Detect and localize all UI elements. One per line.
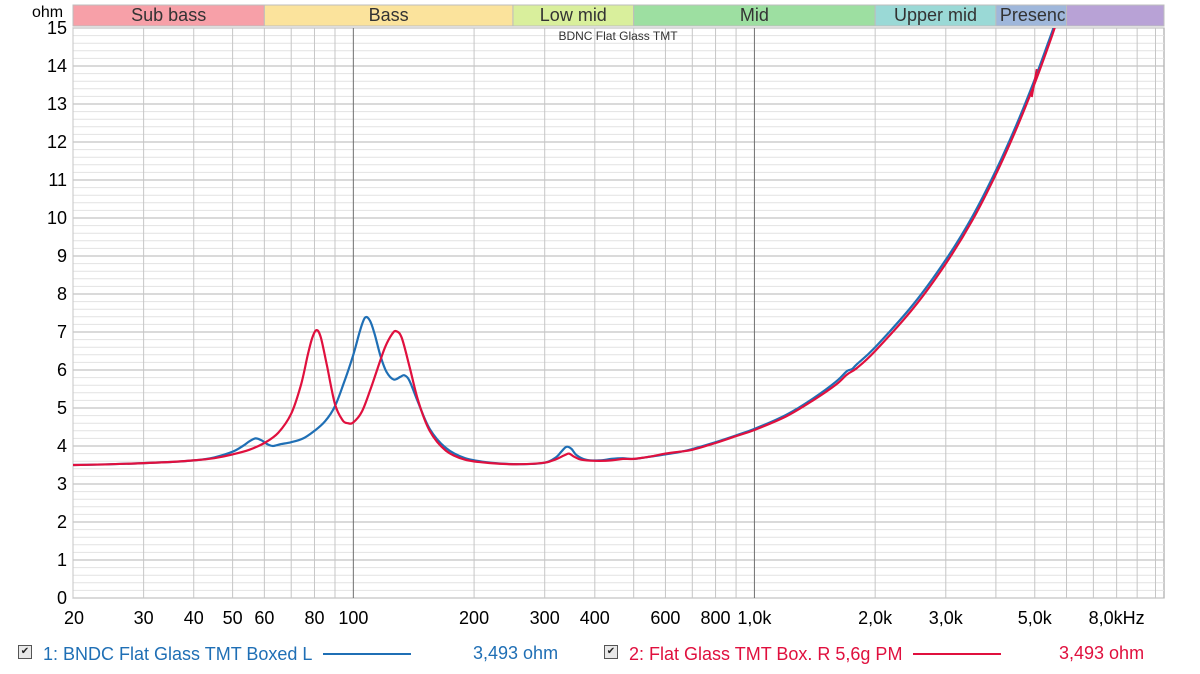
frequency-bands: Sub bass Bass Low mid Mid Upper mid Presence: [72, 4, 1165, 27]
x-tick-label: 100: [338, 608, 368, 628]
grid-lines: [72, 27, 1165, 599]
legend-series-name: 2: Flat Glass TMT Box. R 5,6g PM: [629, 643, 903, 664]
legend-line-swatch: [913, 653, 1002, 656]
y-tick-label: 9: [57, 246, 67, 266]
band-rect: [1066, 4, 1165, 27]
y-tick-label: 8: [57, 284, 67, 304]
x-tick-label: 400: [580, 608, 610, 628]
legend-series-name: 1: BNDC Flat Glass TMT Boxed L: [43, 643, 313, 664]
series-lines: [73, 28, 1056, 467]
x-tick-label: 600: [650, 608, 680, 628]
y-tick-label: 15: [47, 18, 67, 38]
legend-readout: 3,493 ohm: [473, 643, 559, 663]
x-tick-label: 200: [459, 608, 489, 628]
x-tick-label: 2,0k: [858, 608, 893, 628]
plot-area: [72, 27, 1165, 599]
band-label: Low mid: [540, 5, 607, 25]
y-tick-label: 12: [47, 132, 67, 152]
x-tick-label: 3,0k: [929, 608, 964, 628]
x-tick-label: 30: [134, 608, 154, 628]
legend-line-swatch: [323, 653, 412, 656]
chart-title: BDNC Flat Glass TMT: [558, 29, 678, 43]
y-tick-label: 13: [47, 94, 67, 114]
y-tick-label: 2: [57, 512, 67, 532]
y-tick-label: 5: [57, 398, 67, 418]
y-tick-label: 6: [57, 360, 67, 380]
y-tick-label: 1: [57, 550, 67, 570]
legend-readout: 3,493 ohm: [1059, 643, 1145, 663]
x-tick-label: 60: [254, 608, 274, 628]
checkbox-icon[interactable]: ✔: [18, 645, 32, 660]
series-line-2: [73, 28, 1056, 467]
x-tick-label: 20: [64, 608, 84, 628]
band-label: Presence: [1000, 5, 1076, 25]
x-tick-label: 80: [304, 608, 324, 628]
legend-item-2[interactable]: ✔ 2: Flat Glass TMT Box. R 5,6g PM 3,493…: [604, 643, 1164, 667]
x-tick-label: 5,0k: [1018, 608, 1053, 628]
x-tick-label: 300: [530, 608, 560, 628]
x-tick-label: 8,0kHz: [1089, 608, 1145, 628]
band-label: Upper mid: [894, 5, 977, 25]
y-tick-label: 14: [47, 56, 67, 76]
band-label: Sub bass: [131, 5, 206, 25]
checkbox-icon[interactable]: ✔: [604, 645, 618, 660]
y-tick-label: 10: [47, 208, 67, 228]
x-tick-label: 50: [223, 608, 243, 628]
x-tick-label: 800: [701, 608, 731, 628]
y-tick-label: 11: [48, 170, 67, 190]
y-tick-label: 7: [57, 322, 67, 342]
y-tick-label: 3: [57, 474, 67, 494]
x-tick-label: 40: [184, 608, 204, 628]
band-label: Bass: [369, 5, 409, 25]
legend-item-1[interactable]: ✔ 1: BNDC Flat Glass TMT Boxed L 3,493 o…: [18, 643, 578, 667]
band-label: Mid: [740, 5, 769, 25]
y-tick-label: 4: [57, 436, 67, 456]
y-tick-label: 0: [57, 588, 67, 608]
y-axis-label: ohm: [32, 4, 63, 21]
cursor-marker: [1030, 68, 1038, 98]
x-tick-label: 1,0k: [737, 608, 772, 628]
